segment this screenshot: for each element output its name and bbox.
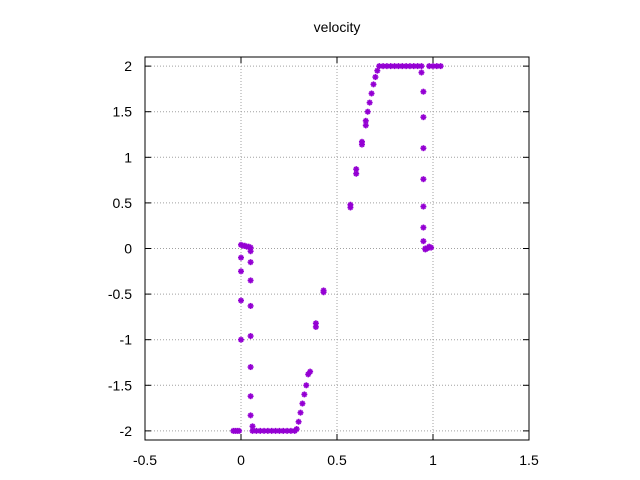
y-tick-label: -1.5: [108, 377, 132, 393]
data-point: [297, 409, 304, 416]
data-point: [370, 81, 377, 88]
data-point: [293, 426, 300, 433]
data-point: [247, 412, 254, 419]
data-point: [362, 117, 369, 124]
data-point: [353, 170, 360, 177]
data-point: [418, 69, 425, 76]
x-tick-label: 0.5: [327, 452, 347, 468]
data-point: [247, 302, 254, 309]
data-point: [420, 176, 427, 183]
data-point: [303, 382, 310, 389]
data-point: [364, 108, 371, 115]
data-point: [420, 203, 427, 210]
data-point: [366, 99, 373, 106]
data-point: [428, 244, 435, 251]
y-tick-label: 0: [124, 241, 132, 257]
x-tick-label: 0: [237, 452, 245, 468]
data-point: [238, 268, 244, 275]
x-tick-label: 1.5: [519, 452, 539, 468]
data-point: [249, 423, 256, 430]
data-point: [358, 138, 365, 145]
data-point: [247, 364, 254, 371]
data-point: [301, 391, 308, 398]
data-point: [420, 224, 427, 231]
y-tick-label: 1: [124, 149, 132, 165]
y-tick-label: 1.5: [113, 104, 133, 120]
data-point: [374, 67, 381, 74]
data-point: [420, 114, 427, 121]
data-point: [247, 333, 254, 340]
data-point: [437, 63, 444, 70]
ticks: -0.5 0 0.5 1 1.5 2 1.5 1 0.5 0 -0.5 -1 -1.5 -2: [108, 57, 539, 468]
data-point: [420, 238, 427, 245]
chart-title: velocity: [314, 19, 361, 35]
grid: [145, 57, 529, 440]
data-point: [418, 63, 425, 70]
data-point: [247, 259, 254, 266]
data-point: [295, 418, 302, 425]
data-points: [230, 63, 444, 434]
x-tick-label: -0.5: [133, 452, 157, 468]
data-point: [247, 393, 254, 400]
data-point: [307, 368, 314, 375]
data-point: [238, 297, 244, 304]
data-point: [362, 122, 369, 129]
data-point: [238, 254, 244, 261]
x-tick-label: 1: [429, 452, 437, 468]
y-tick-label: 2: [124, 58, 132, 74]
data-point: [247, 277, 254, 284]
data-point: [347, 201, 354, 208]
data-point: [420, 88, 427, 95]
y-tick-label: -1: [120, 332, 133, 348]
data-point: [299, 400, 306, 407]
y-tick-label: -2: [120, 423, 133, 439]
data-point: [372, 74, 379, 81]
y-tick-label: 0.5: [113, 195, 133, 211]
y-tick-label: -0.5: [108, 286, 132, 302]
data-point: [353, 166, 360, 173]
data-point: [420, 145, 427, 152]
data-point: [368, 90, 375, 97]
data-point: [247, 248, 254, 255]
data-point: [312, 320, 319, 327]
data-point: [238, 336, 244, 343]
data-point: [236, 427, 243, 434]
data-point: [320, 289, 327, 296]
